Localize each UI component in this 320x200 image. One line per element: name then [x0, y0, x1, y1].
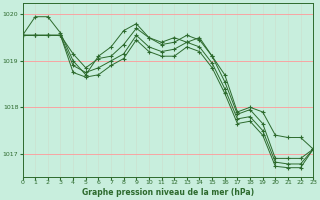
X-axis label: Graphe pression niveau de la mer (hPa): Graphe pression niveau de la mer (hPa) — [82, 188, 254, 197]
